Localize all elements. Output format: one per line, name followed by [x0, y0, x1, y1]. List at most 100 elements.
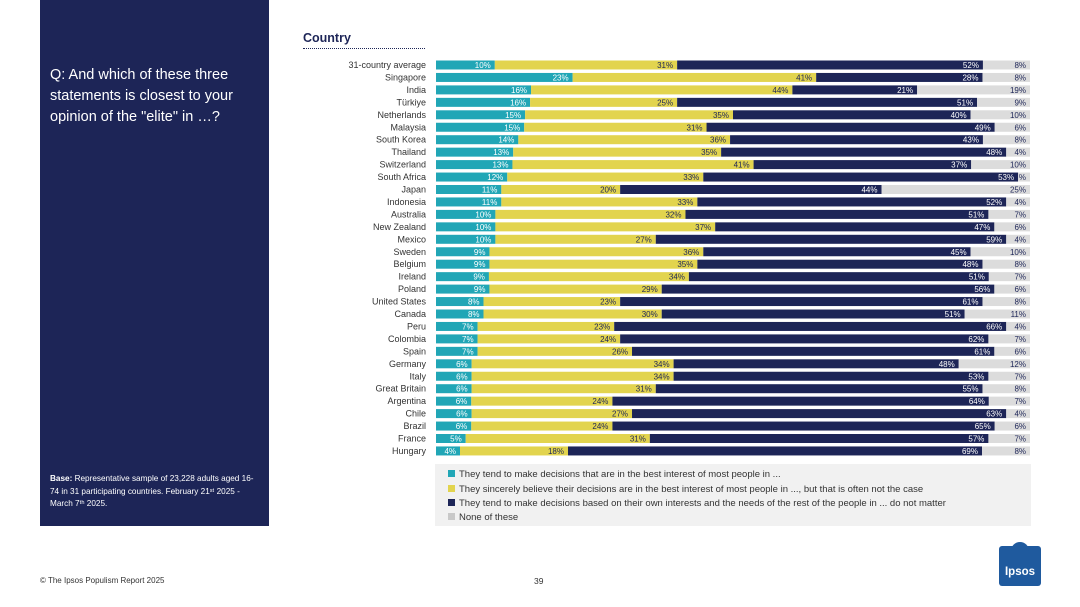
bar-segment-s1 [436, 60, 495, 70]
bar-segment-s2 [477, 334, 621, 344]
value-label-s2: 41% [734, 161, 750, 170]
value-label-s3: 69% [962, 447, 978, 456]
category-label: Sweden [393, 247, 426, 257]
value-label-s3: 49% [975, 123, 991, 132]
bar-segment-s1 [436, 359, 472, 369]
bar-segment-s1 [436, 421, 472, 431]
bar-segment-s2 [488, 272, 689, 282]
value-label-s1: 6% [456, 397, 468, 406]
bar-segment-s3 [677, 60, 983, 70]
legend-item-3: They tend to make decisions based on the… [448, 498, 946, 509]
bar-segment-s4 [988, 434, 1030, 443]
bar-segment-s2 [483, 309, 662, 319]
bar-segment-s1 [436, 284, 490, 294]
bar-segment-s3 [612, 421, 995, 431]
bar-segment-s3 [673, 359, 959, 369]
legend-swatch-3 [448, 499, 455, 506]
bar-segment-s1 [436, 272, 489, 282]
side-panel: Q: And which of these three statements i… [40, 0, 269, 526]
bar-segment-s4 [970, 247, 1030, 257]
value-label-s3: 45% [951, 248, 967, 257]
value-label-s3: 61% [974, 347, 990, 356]
bar-segment-s2 [471, 409, 633, 419]
value-label-s1: 6% [456, 360, 468, 369]
value-label-s3: 28% [962, 73, 978, 82]
bar-segment-s3 [632, 346, 995, 356]
value-label-s1: 4% [444, 447, 456, 456]
bar-segment-s4 [994, 122, 1030, 132]
value-label-s1: 14% [498, 136, 514, 145]
bar-segment-s1 [436, 197, 502, 207]
value-label-s3: 53% [968, 372, 984, 381]
bar-segment-s4 [917, 85, 1030, 95]
base-text: Representative sample of 23,228 adults a… [50, 474, 254, 508]
value-label-s3: 47% [974, 223, 990, 232]
bar-segment-s1 [436, 222, 496, 232]
bar-segment-s4 [971, 160, 1030, 170]
bar-segment-s1 [436, 309, 484, 319]
value-label-s2: 24% [592, 397, 608, 406]
legend-item-2: They sincerely believe their decisions a… [448, 484, 923, 495]
category-label: Ireland [398, 272, 426, 282]
bar-segment-s4 [988, 396, 1030, 406]
bar-segment-s1 [436, 160, 513, 170]
value-label-s4: 7% [1014, 273, 1026, 282]
value-label-s3: 66% [986, 322, 1002, 331]
category-label: Argentina [387, 396, 426, 406]
value-label-s1: 8% [468, 310, 480, 319]
bar-segment-s3 [673, 371, 989, 381]
bar-segment-s2 [513, 147, 722, 157]
value-label-s4: % [1019, 173, 1026, 182]
bar-segment-s1 [436, 147, 514, 157]
value-label-s2: 34% [654, 360, 670, 369]
category-label: Türkiye [396, 97, 426, 107]
bar-segment-s2 [471, 421, 613, 431]
value-label-s2: 20% [600, 186, 616, 195]
bar-segment-s4 [982, 60, 1030, 70]
bar-segment-s3 [661, 309, 965, 319]
value-label-s2: 32% [665, 210, 681, 219]
bar-segment-s2 [512, 160, 754, 170]
value-label-s4: 6% [1014, 285, 1026, 294]
bar-segment-s3 [753, 160, 972, 170]
bar-segment-s3 [649, 434, 989, 443]
value-label-s3: 51% [969, 273, 985, 282]
value-label-s2: 31% [630, 435, 646, 444]
value-label-s2: 30% [642, 310, 658, 319]
value-label-s4: 4% [1014, 235, 1026, 244]
value-label-s4: 10% [1010, 248, 1026, 257]
value-label-s2: 18% [548, 447, 564, 456]
value-label-s2: 36% [710, 136, 726, 145]
value-label-s4: 10% [1010, 161, 1026, 170]
value-label-s3: 55% [962, 385, 978, 394]
bar-segment-s1 [436, 384, 472, 394]
bar-segment-s4 [988, 272, 1030, 282]
value-label-s4: 6% [1014, 347, 1026, 356]
bar-segment-s4 [988, 209, 1030, 219]
value-label-s4: 8% [1014, 136, 1026, 145]
value-label-s1: 13% [492, 161, 508, 170]
value-label-s2: 34% [654, 372, 670, 381]
bar-segment-s1 [436, 396, 472, 406]
bar-segment-s3 [655, 234, 1007, 244]
value-label-s1: 5% [450, 435, 462, 444]
bar-segment-s1 [436, 334, 478, 344]
legend-swatch-4 [448, 513, 455, 520]
bar-segment-s3 [703, 172, 1019, 182]
value-label-s4: 9% [1014, 98, 1026, 107]
bar-segment-s3 [614, 321, 1007, 331]
bar-segment-s1 [436, 321, 478, 331]
question-text: Q: And which of these three statements i… [50, 67, 233, 125]
bar-segment-s4 [982, 384, 1030, 394]
bar-segment-s4 [994, 346, 1030, 356]
bar-segment-s3 [715, 222, 995, 232]
bar-segment-s4 [881, 185, 1030, 194]
value-label-s3: 48% [939, 360, 955, 369]
value-label-s3: 44% [861, 186, 877, 195]
category-label: France [398, 434, 426, 444]
category-label: Thailand [391, 147, 426, 157]
logo-hump [1011, 542, 1029, 556]
value-label-s2: 35% [701, 148, 717, 157]
bar-segment-s4 [964, 309, 1030, 319]
